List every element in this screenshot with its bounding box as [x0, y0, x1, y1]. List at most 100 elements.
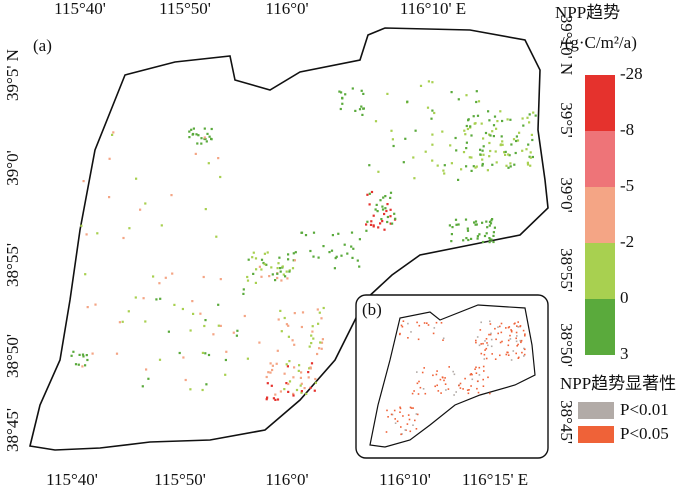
pixel: [311, 330, 314, 333]
pixel: [309, 249, 312, 253]
pixel: [528, 155, 531, 158]
inset-pixel: [416, 382, 419, 385]
pixel: [274, 398, 277, 401]
pixel: [307, 376, 310, 379]
pixel: [84, 364, 87, 367]
pixel: [354, 109, 357, 112]
pixel: [489, 134, 492, 137]
legend-label: 0: [620, 288, 629, 307]
pixel: [189, 388, 192, 391]
inset-pixel: [432, 332, 435, 335]
pixel: [455, 149, 458, 152]
pixel: [331, 234, 334, 237]
inset-pixel: [485, 347, 488, 350]
pixel: [509, 162, 512, 165]
inset-pixel: [432, 374, 434, 377]
pixel: [462, 239, 465, 242]
pixel: [196, 142, 199, 145]
pixel: [534, 114, 537, 117]
pixel: [472, 165, 475, 168]
pixel: [465, 124, 468, 128]
pixel: [152, 275, 155, 278]
pixel: [529, 151, 532, 154]
pixel: [159, 297, 162, 300]
inset-pixel: [510, 359, 513, 361]
inset-pixel: [440, 322, 443, 324]
pixel: [370, 220, 373, 223]
pixel: [308, 367, 311, 370]
inset-pixel: [464, 377, 466, 380]
top-tick-label: 115°40': [54, 0, 106, 18]
pixel: [379, 222, 382, 225]
inset-pixel: [404, 429, 407, 431]
pixel: [365, 223, 368, 226]
significance-swatch: [578, 402, 614, 419]
inset-pixel: [402, 320, 405, 322]
inset-pixel: [514, 322, 516, 325]
pixel: [488, 133, 491, 136]
pixel: [465, 165, 468, 168]
pixel: [189, 329, 192, 332]
inset-pixel: [421, 371, 424, 374]
pixel: [464, 133, 467, 136]
pixel: [372, 214, 375, 217]
pixel: [279, 267, 282, 270]
pixel: [337, 232, 340, 235]
pixel: [472, 115, 475, 118]
pixel: [486, 226, 489, 229]
pixel: [246, 357, 249, 360]
inset-pixel: [394, 418, 396, 420]
map-pixels: [70, 80, 537, 436]
pixel: [199, 312, 202, 315]
inset-pixel: [484, 349, 486, 351]
pixel: [424, 150, 427, 153]
pixel: [288, 380, 292, 383]
pixel: [465, 237, 468, 240]
inset-pixel: [509, 338, 512, 340]
inset-pixel: [478, 374, 481, 376]
pixel: [192, 127, 195, 130]
inset-pixel: [418, 324, 421, 327]
pixel: [487, 110, 490, 113]
pixel: [292, 392, 295, 395]
inset-pixel: [415, 413, 418, 415]
pixel: [441, 130, 444, 133]
pixel: [492, 234, 495, 237]
inset-pixel: [488, 333, 490, 336]
pixel: [488, 220, 492, 223]
inset-pixel: [482, 385, 485, 387]
pixel: [492, 231, 495, 234]
inset-pixel: [523, 353, 526, 356]
pixel: [276, 267, 279, 270]
pixel: [443, 164, 446, 167]
inset-pixel: [508, 326, 511, 328]
pixel: [265, 263, 268, 266]
pixel: [518, 131, 521, 134]
inset-pixel: [516, 345, 518, 347]
pixel: [493, 226, 496, 229]
pixel: [451, 226, 454, 229]
pixel: [499, 110, 502, 113]
pixel: [287, 382, 290, 386]
pixel: [391, 138, 394, 141]
legend-label: -2: [620, 232, 634, 251]
pixel: [366, 220, 369, 223]
pixel: [203, 127, 206, 130]
pixel: [369, 223, 373, 226]
pixel: [80, 224, 83, 227]
pixel: [280, 279, 283, 282]
pixel: [351, 256, 354, 259]
inset-pixel: [401, 433, 403, 435]
pixel: [450, 240, 453, 243]
pixel: [316, 352, 319, 356]
pixel: [173, 303, 176, 306]
pixel: [368, 203, 371, 206]
pixel: [202, 275, 205, 279]
inset-pixel: [523, 347, 525, 350]
pixel: [282, 273, 285, 276]
pixel: [201, 388, 204, 392]
pixel: [473, 221, 476, 224]
pixel: [362, 107, 365, 110]
pixel: [467, 238, 470, 242]
inset-pixel: [399, 332, 401, 335]
